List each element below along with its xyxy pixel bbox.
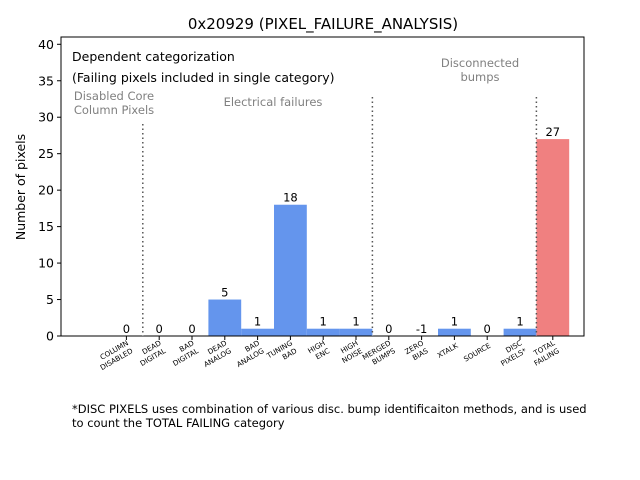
x-tick-label-7: HIGHNOISE [336, 338, 365, 365]
y-tick-label-0: 0 [46, 329, 54, 344]
x-tick-label-12: DISCPIXELS* [495, 338, 529, 368]
chart-title: 0x20929 (PIXEL_FAILURE_ANALYSIS) [188, 15, 458, 34]
section-label-electrical: Electrical failures [224, 95, 323, 109]
bar-value-label-12: 1 [516, 315, 523, 329]
y-tick-label-5: 5 [46, 292, 54, 307]
section-label-disconnected: Disconnected bumps [441, 56, 519, 84]
bar-value-label-7: 1 [352, 315, 359, 329]
x-tick-label-11: SOURCE [462, 341, 493, 364]
legend-text-1: (Failing pixels included in single categ… [72, 70, 335, 85]
y-tick-label-15: 15 [38, 219, 54, 234]
bar-value-label-2: 0 [188, 322, 195, 336]
section-label-disabled-core: Disabled Core Column Pixels [74, 89, 154, 117]
bar-value-label-8: 0 [385, 322, 392, 336]
bar-12 [503, 328, 537, 336]
y-tick-label-40: 40 [38, 37, 54, 52]
bar-value-label-9: -1 [416, 322, 427, 336]
bar-3 [208, 299, 242, 336]
x-tick-label-6: HIGHENC [306, 338, 331, 363]
x-tick-label-5: TUNINGBAD [264, 338, 299, 368]
bar-value-label-3: 5 [221, 286, 228, 300]
bar-7 [339, 328, 373, 336]
x-tick-label-13: TOTALFAILING [528, 338, 561, 367]
footnote: *DISC PIXELS uses combination of various… [72, 402, 587, 430]
bar-value-label-1: 0 [156, 322, 163, 336]
bar-6 [306, 328, 340, 336]
y-tick-label-30: 30 [38, 110, 54, 125]
y-axis-label: Number of pixels [13, 134, 28, 240]
bar-value-label-13: 27 [545, 125, 560, 139]
x-tick-label-2: BADDIGITAL [167, 338, 201, 368]
y-tick-label-25: 25 [38, 146, 54, 161]
x-tick-label-9: ZEROBIAS [403, 338, 430, 364]
x-tick-label-0: COLUMNDISABLED [94, 338, 135, 372]
bar-value-label-11: 0 [484, 322, 491, 336]
bar-value-label-0: 0 [123, 322, 130, 336]
y-tick-label-10: 10 [38, 256, 54, 271]
bar-5 [274, 204, 307, 336]
x-tick-label-1: DEADDIGITAL [134, 338, 168, 368]
plot-frame [60, 36, 585, 337]
bar-4 [241, 328, 274, 336]
y-tick-label-35: 35 [38, 73, 54, 88]
y-tick-label-20: 20 [38, 183, 54, 198]
x-tick-label-10: XTALK [436, 341, 460, 360]
bar-value-label-6: 1 [320, 315, 327, 329]
x-tick-label-3: DEADANALOG [198, 338, 234, 369]
x-tick-label-8: MERGEDBUMPS [361, 338, 398, 370]
bar-value-label-10: 1 [451, 315, 458, 329]
bar-10 [438, 328, 471, 336]
bar-value-label-4: 1 [254, 315, 261, 329]
bar-value-label-5: 18 [283, 191, 298, 205]
legend-text-0: Dependent categorization [72, 49, 235, 64]
x-tick-label-4: BADANALOG [230, 338, 266, 369]
bar-13 [536, 139, 570, 336]
